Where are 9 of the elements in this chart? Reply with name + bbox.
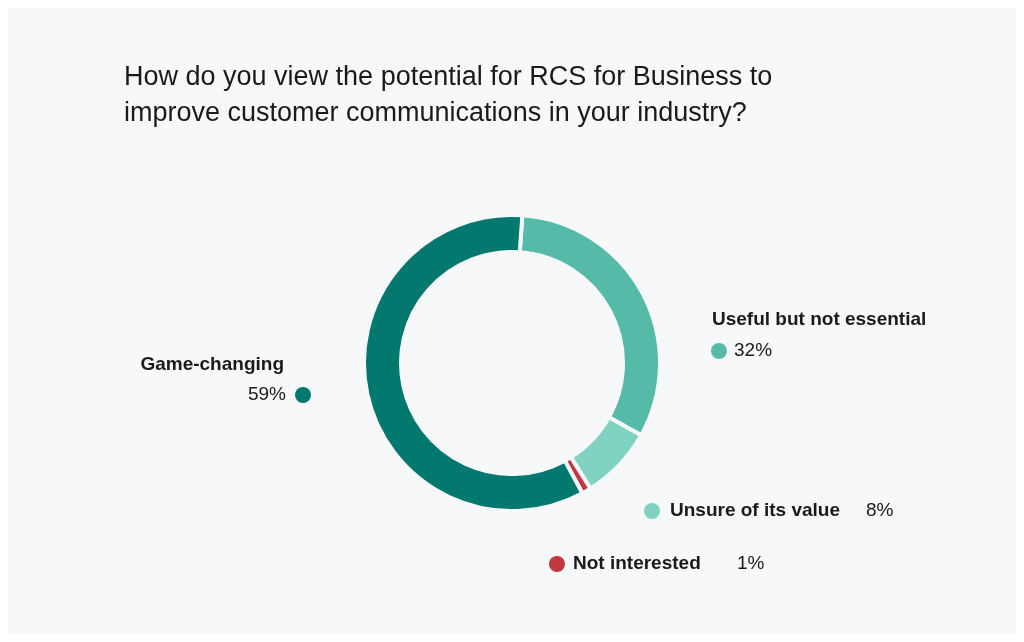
data-label: 59% <box>247 383 287 405</box>
data-label: 8% <box>866 499 894 521</box>
legend-label: Not interested <box>573 552 701 574</box>
data-label: 1% <box>737 552 765 574</box>
chart-title: How do you view the potential for RCS for Business to improve customer communications in your industry? <box>124 60 774 129</box>
data-label: 32% <box>734 339 773 361</box>
legend-label: Unsure of its value <box>670 499 840 521</box>
slice-label: Useful but not essential <box>712 308 927 330</box>
slice-label: Game-changing <box>140 353 284 375</box>
